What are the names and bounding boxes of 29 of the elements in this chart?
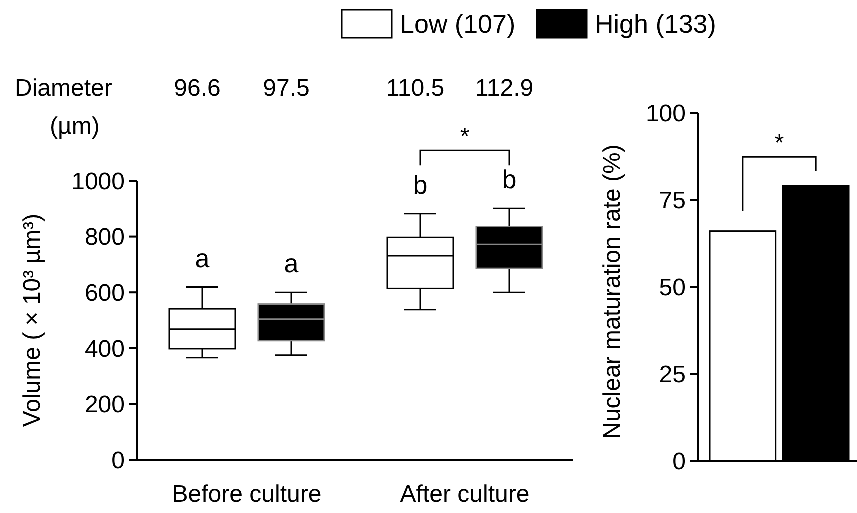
- y-tick-label: 200: [84, 392, 125, 419]
- y-tick-label: 25: [659, 361, 686, 388]
- annotation: a: [195, 243, 210, 274]
- annotation: *: [774, 130, 784, 158]
- text: Diameter: [15, 75, 112, 102]
- text: 97.5: [263, 75, 310, 102]
- legend-label: Low (107): [400, 9, 516, 40]
- y-tick-label: 600: [84, 280, 125, 307]
- annotation: b: [413, 170, 428, 200]
- y-axis-title: Nuclear maturation rate (%): [599, 144, 626, 440]
- text: *: [460, 124, 470, 151]
- y-tick-label: 75: [659, 187, 686, 214]
- y-tick-label: 0: [112, 447, 125, 474]
- y-axis-title: Volume ( × 10³ µm³): [19, 214, 46, 428]
- x-tick-label: After culture: [400, 481, 530, 508]
- annotation: b: [502, 164, 517, 195]
- legend-label: High (133): [595, 9, 716, 40]
- text: 112.9: [475, 75, 534, 102]
- x-tick-label: Before culture: [172, 481, 322, 508]
- text: (µm): [50, 113, 100, 140]
- text: 96.6: [174, 75, 221, 102]
- y-tick-label: 0: [672, 448, 686, 476]
- y-tick-label: 1000: [72, 168, 125, 196]
- annotation: a: [284, 248, 300, 279]
- y-tick-label: 800: [84, 224, 125, 252]
- text: 110.5: [386, 75, 445, 102]
- y-tick-label: 100: [646, 100, 686, 128]
- y-tick-label: 400: [84, 336, 125, 363]
- y-tick-label: 50: [659, 274, 686, 302]
